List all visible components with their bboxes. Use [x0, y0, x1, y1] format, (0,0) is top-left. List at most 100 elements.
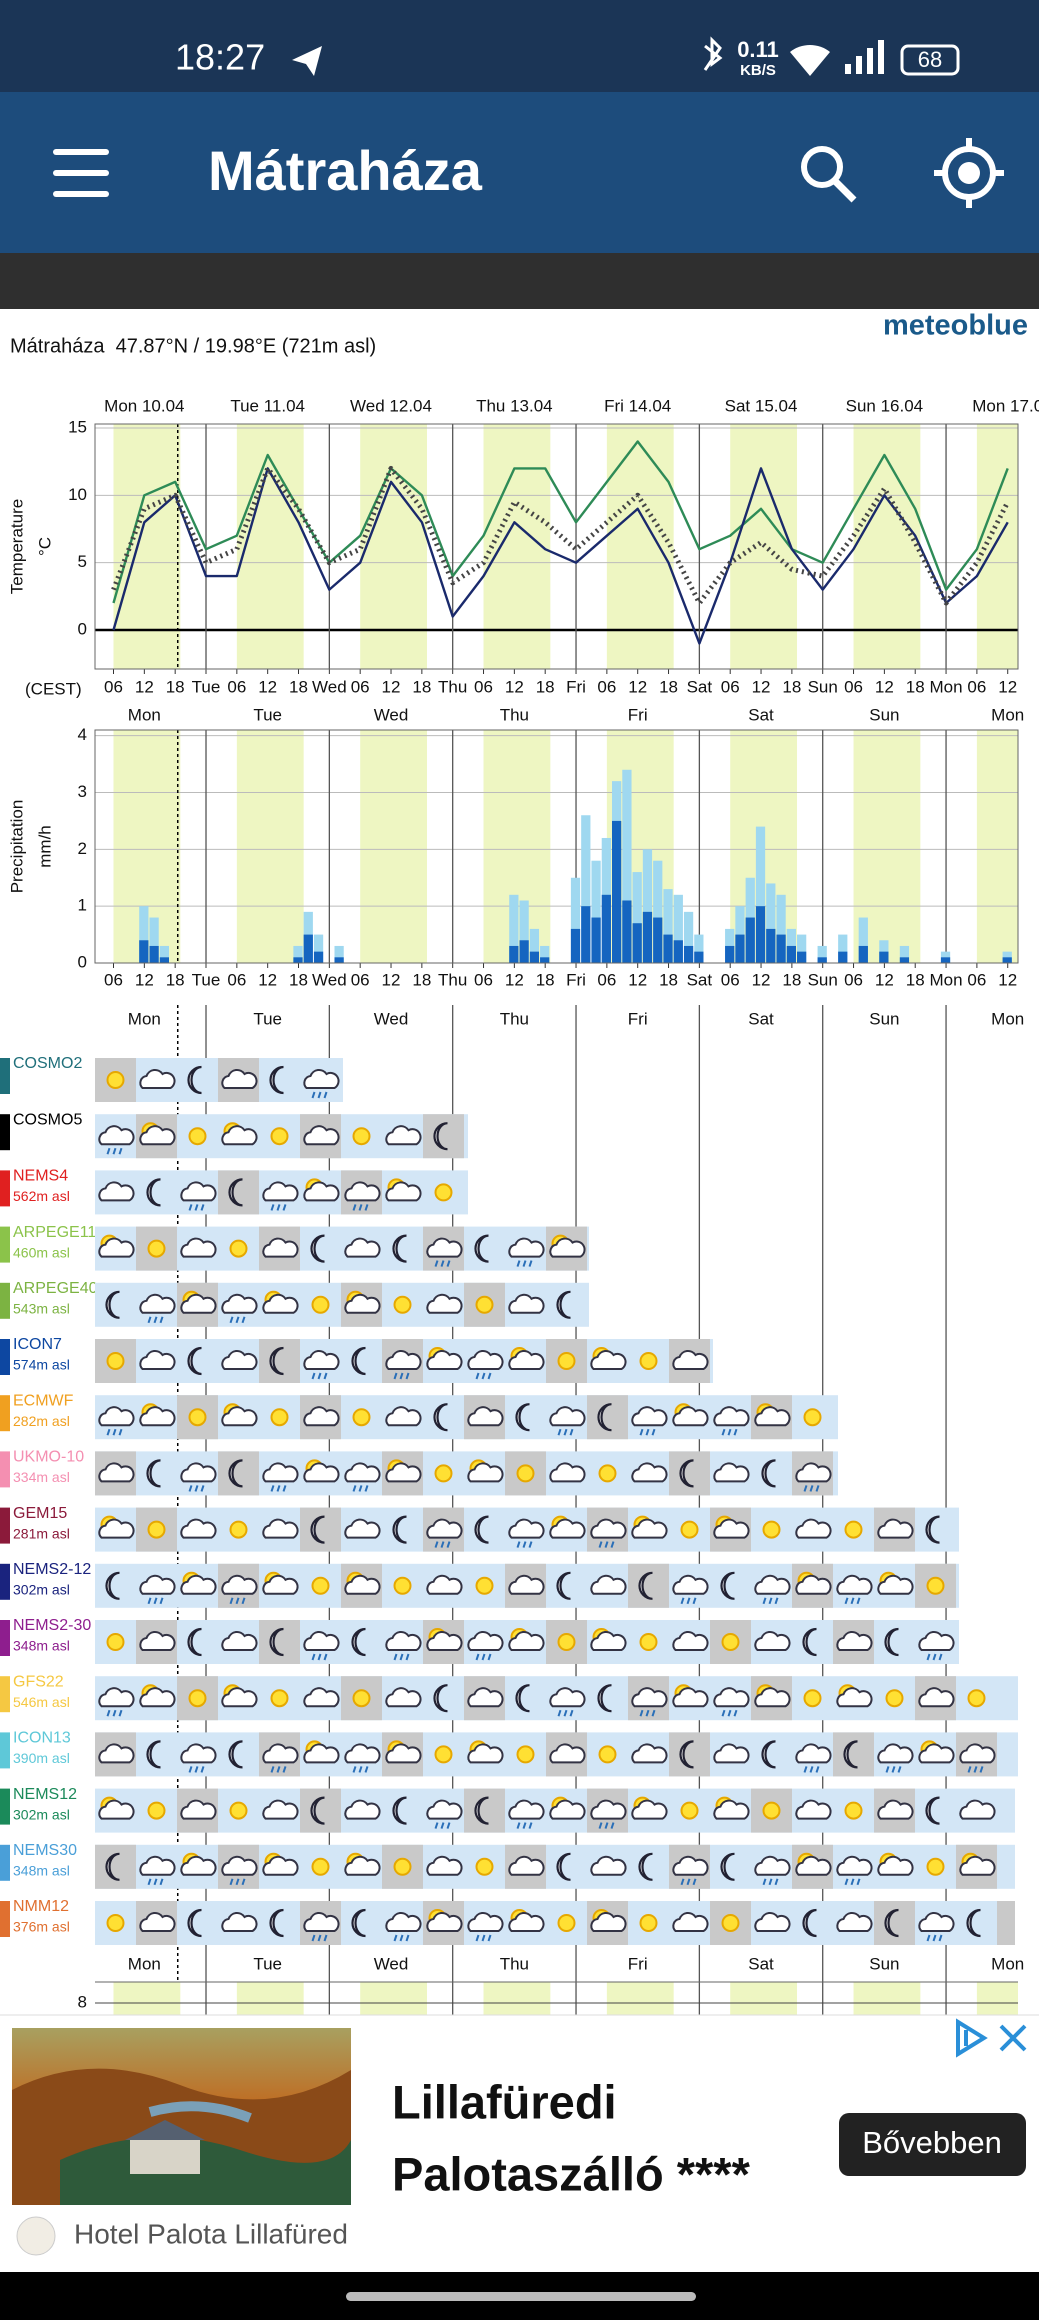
model-elevation: 334m asl [13, 1469, 70, 1485]
cloud-icon [713, 1687, 750, 1708]
x-tick-label: Sat [687, 970, 713, 989]
rain-icon [229, 1878, 246, 1886]
cloud-icon [98, 1181, 135, 1202]
ad-button[interactable] [839, 2113, 1026, 2176]
app-bar [0, 92, 1039, 253]
rain-icon [434, 1541, 451, 1548]
bluetooth-icon [703, 36, 723, 71]
cloud-shade [423, 1114, 464, 1159]
precip-bar [683, 945, 694, 963]
model-elevation: 302m asl [13, 1806, 70, 1822]
cloud-icon [549, 1406, 586, 1427]
rain-icon [803, 1766, 820, 1773]
precip-bar [899, 957, 910, 963]
y-axis-unit: mm/h [35, 825, 54, 868]
precip-bar [313, 951, 324, 963]
day-label: Tue [253, 705, 282, 724]
precip-bar [540, 945, 550, 963]
moon-icon [187, 1065, 202, 1095]
x-tick-label: 18 [782, 677, 801, 696]
moon-icon [925, 1796, 940, 1825]
cloud-icon [303, 1125, 340, 1146]
sun-icon [270, 1127, 289, 1146]
cloud-icon [385, 1687, 422, 1708]
ad-title[interactable]: Lillafüredi [392, 2075, 617, 2128]
model-swatch [0, 1901, 10, 1937]
day-label: Thu [500, 1009, 529, 1028]
moon-icon [884, 1908, 899, 1938]
moon-icon [761, 1740, 776, 1769]
search-button[interactable] [801, 146, 857, 203]
cloud-icon [713, 1462, 750, 1483]
cloud-icon [672, 1855, 709, 1876]
precip-bar [653, 917, 663, 963]
sun-icon [803, 1689, 822, 1708]
cloud-icon [508, 1237, 545, 1258]
precip-bar [159, 957, 170, 963]
advertiser[interactable]: Hotel Palota Lillafüred [74, 2218, 348, 2249]
model-name: GEM15 [13, 1505, 67, 1522]
daylight-band [976, 424, 1018, 669]
cloud-icon [98, 1237, 135, 1258]
cloud-icon [221, 1125, 258, 1146]
model-swatch [0, 1732, 10, 1769]
cloud-icon [344, 1799, 381, 1820]
day-label: Wed [374, 1954, 409, 1973]
sun-icon [229, 1239, 248, 1258]
moon-icon [556, 1290, 571, 1319]
model-name: GFS22 [13, 1673, 64, 1690]
precip-bar [632, 923, 642, 963]
home-handle[interactable] [346, 2292, 696, 2301]
cloud-icon [672, 1912, 709, 1932]
cloud-icon [467, 1406, 504, 1427]
ad-choices-icon[interactable] [956, 2018, 988, 2058]
daylight-band [976, 1982, 1018, 2015]
ad-button-label[interactable]: Bővebben [862, 2125, 1002, 2160]
cloud-icon [426, 1293, 463, 1314]
y-tick-label: 15 [68, 418, 87, 437]
x-tick-label: Sun [808, 970, 838, 989]
app-title: Mátraháza [208, 139, 483, 202]
cloud-icon [221, 1293, 258, 1314]
daylight-band [236, 1982, 304, 2015]
day-label: Thu [500, 1954, 529, 1973]
x-tick-label: 12 [998, 970, 1017, 989]
sun-icon [557, 1352, 576, 1370]
locate-button[interactable] [934, 138, 1004, 208]
cloud-icon [344, 1293, 381, 1314]
ad-title[interactable]: Palotaszálló **** [392, 2147, 751, 2200]
rain-icon [475, 1653, 492, 1661]
cloud-icon [508, 1574, 545, 1595]
model-elevation: 562m asl [13, 1188, 70, 1204]
model-name: COSMO5 [13, 1111, 82, 1128]
precip-bar [293, 957, 303, 963]
rain-icon [762, 1597, 779, 1605]
model-name: ARPEGE11 [13, 1224, 96, 1241]
advertiser-logo [16, 2216, 56, 2256]
moon-icon [269, 1346, 284, 1376]
daylight-band [976, 730, 1018, 963]
daylight-band [113, 1982, 181, 2015]
cloud-icon [877, 1855, 914, 1876]
rain-icon [516, 1260, 533, 1267]
day-label: Fri 14.04 [604, 396, 671, 415]
precip-bar [879, 951, 889, 963]
sun-icon [680, 1801, 699, 1820]
ad-close[interactable] [999, 2024, 1027, 2052]
x-tick-label: 12 [258, 970, 277, 989]
ad-image[interactable] [12, 2028, 351, 2205]
x-tick-label: 12 [628, 970, 647, 989]
cloud-icon [508, 1293, 545, 1314]
daylight-band [360, 424, 427, 669]
daylight-band [360, 730, 427, 963]
rain-icon [434, 1260, 451, 1267]
precip-bar [735, 934, 745, 963]
model-elevation: 348m asl [13, 1863, 70, 1879]
clock: 18:27 [175, 37, 265, 78]
menu-button[interactable] [53, 149, 109, 197]
precip-bar [766, 883, 776, 963]
x-tick-label: 18 [906, 677, 925, 696]
temperature-line [112, 440, 1009, 604]
x-tick-label: 12 [998, 677, 1017, 696]
sun-icon [229, 1801, 248, 1820]
